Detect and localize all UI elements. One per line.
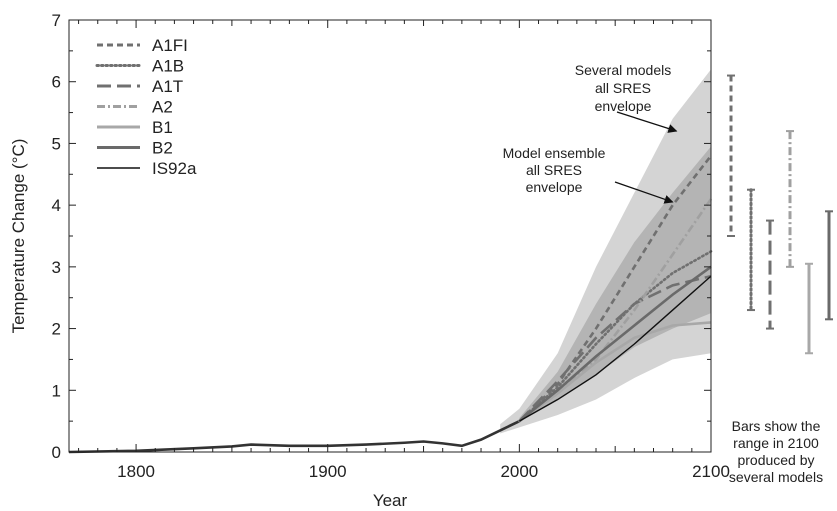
y-tick-label: 5 (52, 134, 61, 153)
series-line-b1 (518, 321, 712, 423)
y-tick-label: 2 (52, 320, 61, 339)
envelope-bands (500, 69, 711, 434)
series-lines (68, 154, 713, 454)
annotation-bars-note-text: range in 2100 (733, 435, 819, 451)
y-axis-label: Temperature Change (°C) (9, 139, 28, 334)
annotation-several-models-text: Several models (575, 62, 672, 78)
series-line-a1fi (518, 154, 713, 423)
legend-label: A1B (152, 57, 184, 76)
legend-label: IS92a (152, 159, 197, 178)
x-tick-label: 2000 (500, 462, 538, 481)
y-tick-label: 0 (52, 443, 61, 462)
legend-label: A1FI (152, 36, 188, 55)
legend-label: B2 (152, 139, 173, 158)
annotation-several-models-text: envelope (595, 98, 652, 114)
envelope-band-2 (519, 146, 711, 422)
axis-ticks: 0 1 2 3 4 5 6 7 1800 1900 2000 2100 (52, 11, 730, 481)
series-line-a1b (518, 250, 713, 423)
x-tick-label: 2100 (692, 462, 730, 481)
annotation-several-models-text: all SRES (595, 80, 651, 96)
x-axis-label: Year (373, 491, 408, 510)
series-line-b2 (518, 265, 712, 423)
x-tick-label: 1900 (309, 462, 347, 481)
annotation-model-ensemble-text: all SRES (526, 162, 582, 178)
range-bars (727, 74, 833, 355)
y-tick-label: 1 (52, 381, 61, 400)
y-tick-label: 6 (52, 73, 61, 92)
annotation-bars-note-text: Bars show the (732, 418, 821, 434)
y-tick-label: 7 (52, 11, 61, 30)
x-tick-label: 1800 (117, 462, 155, 481)
y-tick-label: 4 (52, 196, 61, 215)
y-tick-label: 3 (52, 258, 61, 277)
series-line-a1t (518, 274, 712, 423)
legend-label: A1T (152, 77, 183, 96)
legend-label: A2 (152, 98, 173, 117)
series-line-is92a (519, 275, 712, 422)
annotation-arrow-several-models (616, 111, 678, 133)
annotation-bars-note-text: several models (729, 469, 823, 485)
annotation-model-ensemble-text: envelope (526, 179, 583, 195)
envelope-band-1 (500, 69, 711, 434)
annotation-model-ensemble-text: Model ensemble (503, 145, 606, 161)
legend-label: B1 (152, 118, 173, 137)
annotation-bars-note-text: produced by (737, 452, 814, 468)
historical-line (68, 419, 520, 454)
annotation-arrow-model-ensemble (614, 181, 674, 204)
